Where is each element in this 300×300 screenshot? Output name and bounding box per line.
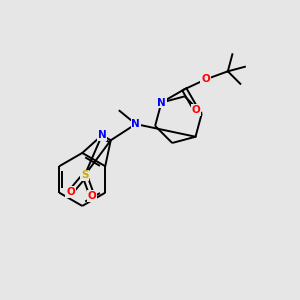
Text: S: S — [81, 170, 88, 180]
Text: N: N — [98, 130, 106, 140]
Text: O: O — [66, 187, 75, 197]
Text: N: N — [131, 119, 140, 129]
Text: O: O — [201, 74, 210, 84]
Text: O: O — [192, 105, 200, 115]
Text: N: N — [157, 98, 166, 108]
Text: O: O — [88, 191, 97, 201]
